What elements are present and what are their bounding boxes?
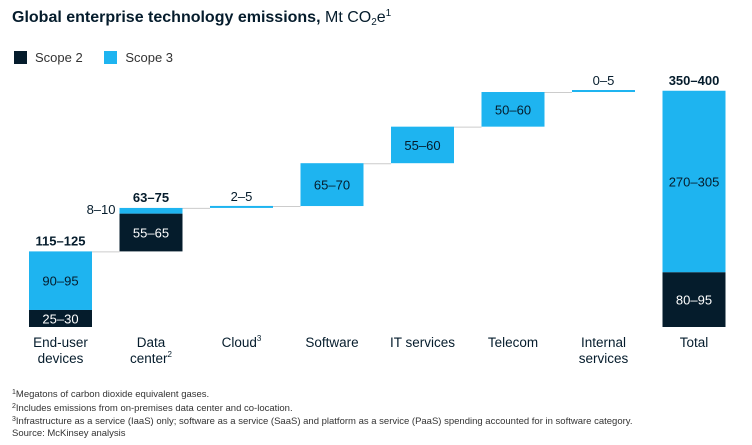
data-label-it-services-0: 55–60: [404, 138, 440, 153]
total-label-total: 350–400: [669, 73, 720, 88]
chart-title: Global enterprise technology emissions, …: [12, 8, 391, 28]
data-label-total-0: 80–95: [676, 293, 712, 308]
category-label-end-user-devices-1: devices: [38, 351, 84, 366]
category-label-internal-services-1: services: [579, 351, 629, 366]
source-text: Source: McKinsey analysis: [12, 427, 126, 439]
category-label-it-services-0: IT services: [390, 335, 455, 350]
bar-cloud-scope3: [210, 205, 273, 208]
footnote-3-text: Infrastructure as a service (IaaS) only;…: [15, 416, 633, 427]
legend-item-scope3: Scope 3: [104, 50, 173, 65]
legend-swatch-scope3: [104, 51, 118, 64]
footnote-2: 2Includes emissions from on-premises dat…: [12, 401, 632, 415]
chart-legend: Scope 2 Scope 3: [14, 50, 191, 67]
title-unit-sub: 2: [371, 17, 377, 28]
bar-total-scope3: [662, 90, 726, 273]
footnotes: 1Megatons of carbon dioxide equivalent g…: [12, 387, 632, 439]
legend-item-scope2: Scope 2: [14, 50, 83, 65]
bar-total-scope2: [662, 272, 726, 327]
category-label-software-0: Software: [305, 335, 358, 350]
data-label-end-user-devices-0: 25–30: [42, 311, 78, 326]
side-label-data-center: 8–10: [87, 202, 116, 217]
category-label-sup-data-center: 2: [168, 350, 173, 359]
footnote-2-text: Includes emissions from on-premises data…: [15, 402, 293, 414]
data-label-telecom-0: 50–60: [495, 102, 531, 117]
footnote-3-sup: 3: [12, 416, 16, 423]
title-unit-sup: 1: [385, 8, 392, 19]
bar-end-user-devices-scope3: [29, 251, 92, 310]
footnote-3: 3Infrastructure as a service (IaaS) only…: [12, 414, 632, 428]
bar-data-center-scope2: [119, 213, 183, 252]
footnote-2-sup: 2: [12, 402, 16, 410]
category-label-cloud-0: Cloud3: [222, 334, 262, 350]
data-label-total-1: 270–305: [669, 174, 720, 189]
title-unit-post: e: [376, 9, 386, 26]
title-unit: Mt CO2e1: [324, 8, 392, 28]
data-label-cloud-0: 2–5: [231, 189, 253, 204]
category-label-total-0: Total: [680, 335, 709, 350]
legend-swatch-scope2: [14, 51, 27, 64]
data-label-internal-services-0: 0–5: [593, 73, 615, 88]
category-label-telecom-0: Telecom: [488, 335, 538, 350]
bar-telecom-scope3: [481, 92, 545, 127]
total-label-end-user-devices: 115–125: [36, 233, 86, 248]
category-label-end-user-devices-0: End-user: [33, 335, 88, 350]
total-label-data-center: 63–75: [133, 190, 169, 205]
footnote-1-text: Megatons of carbon dioxide equivalent ga…: [15, 389, 210, 400]
legend-label-scope2: Scope 2: [35, 50, 83, 65]
legend-label-scope3: Scope 3: [125, 50, 174, 65]
source-note: Source: McKinsey analysis: [12, 428, 632, 440]
bar-data-center-scope3: [119, 207, 183, 214]
footnote-1: 1Megatons of carbon dioxide equivalent g…: [12, 387, 632, 401]
data-label-software-0: 65–70: [314, 178, 350, 193]
category-label-sup-cloud: 3: [257, 334, 262, 343]
title-unit-pre: Mt CO: [324, 9, 372, 26]
bar-it-services-scope3: [391, 126, 454, 164]
category-label-internal-services-0: Internal: [581, 335, 626, 350]
data-label-end-user-devices-1: 90–95: [42, 274, 78, 289]
footnote-1-sup: 1: [12, 389, 16, 396]
bar-internal-services-scope3: [572, 90, 635, 93]
category-label-data-center-1: center2: [130, 350, 173, 366]
data-label-data-center-0: 55–65: [133, 226, 169, 241]
bar-software-scope3: [300, 163, 364, 207]
bar-end-user-devices-scope2: [29, 309, 92, 327]
category-label-data-center-0: Data: [137, 335, 166, 350]
title-main: Global enterprise technology emissions,: [12, 9, 321, 26]
